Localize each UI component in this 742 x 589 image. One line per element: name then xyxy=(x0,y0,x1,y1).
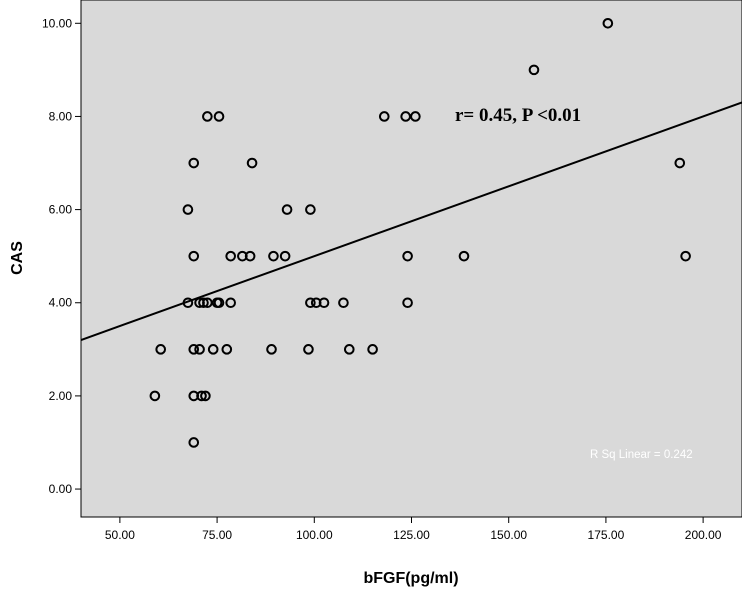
data-point xyxy=(213,297,225,309)
data-point xyxy=(155,344,167,355)
data-point xyxy=(188,437,200,448)
data-point xyxy=(188,157,200,169)
data-point xyxy=(680,250,691,262)
data-point xyxy=(402,250,413,262)
data-point xyxy=(318,297,330,309)
y-tick-label: 0.00 xyxy=(49,482,73,496)
data-point xyxy=(410,111,421,122)
data-point xyxy=(202,111,213,122)
data-point xyxy=(367,344,378,355)
y-tick-label: 8.00 xyxy=(49,109,73,123)
data-point xyxy=(338,297,349,309)
data-point xyxy=(188,250,200,262)
data-point xyxy=(198,297,209,309)
data-point xyxy=(268,250,279,262)
data-point xyxy=(207,344,219,355)
data-point xyxy=(188,344,200,355)
data-point xyxy=(281,204,293,215)
data-point xyxy=(182,204,194,215)
data-point xyxy=(279,250,291,262)
data-point xyxy=(149,390,161,402)
data-point xyxy=(528,64,540,76)
data-point xyxy=(343,344,355,355)
data-point xyxy=(213,111,225,122)
x-tick-label: 125.00 xyxy=(393,528,430,542)
data-points xyxy=(149,17,691,448)
x-tick-label: 50.00 xyxy=(105,528,135,542)
data-point xyxy=(225,297,236,309)
data-point xyxy=(266,344,277,355)
data-point xyxy=(225,250,236,262)
data-point xyxy=(196,390,207,402)
y-tick-label: 10.00 xyxy=(42,16,72,30)
data-point xyxy=(182,297,194,309)
data-point xyxy=(246,157,258,169)
r-squared-label: R Sq Linear = 0.242 xyxy=(590,449,693,461)
data-point xyxy=(303,344,314,355)
data-point xyxy=(602,17,614,29)
data-point xyxy=(221,344,233,355)
data-point xyxy=(458,250,470,262)
y-tick-label: 6.00 xyxy=(49,203,73,217)
data-point xyxy=(202,297,213,309)
x-axis-title: bFGF(pg/ml) xyxy=(363,570,458,587)
data-point xyxy=(402,297,413,309)
data-point xyxy=(194,344,205,355)
y-tick-label: 2.00 xyxy=(49,389,73,403)
data-point xyxy=(674,157,686,169)
x-tick-label: 75.00 xyxy=(202,528,232,542)
data-point xyxy=(305,204,316,215)
data-point xyxy=(378,111,390,122)
y-tick-label: 4.00 xyxy=(49,296,73,310)
data-point xyxy=(244,250,256,262)
x-tick-label: 150.00 xyxy=(490,528,527,542)
x-tick-label: 200.00 xyxy=(685,528,722,542)
data-point xyxy=(200,390,211,402)
data-point xyxy=(305,297,316,309)
x-axis: 50.00 75.00 100.00 125.00 150.00 175.00 200.00 xyxy=(105,517,722,542)
correlation-annotation: r= 0.45, P <0.01 xyxy=(455,105,581,126)
y-axis: 0.00 2.00 4.00 6.00 8.00 10.00 xyxy=(42,16,81,496)
y-axis-title: CAS xyxy=(9,241,26,275)
data-point xyxy=(400,111,411,122)
x-tick-label: 175.00 xyxy=(588,528,625,542)
x-tick-label: 100.00 xyxy=(296,528,333,542)
